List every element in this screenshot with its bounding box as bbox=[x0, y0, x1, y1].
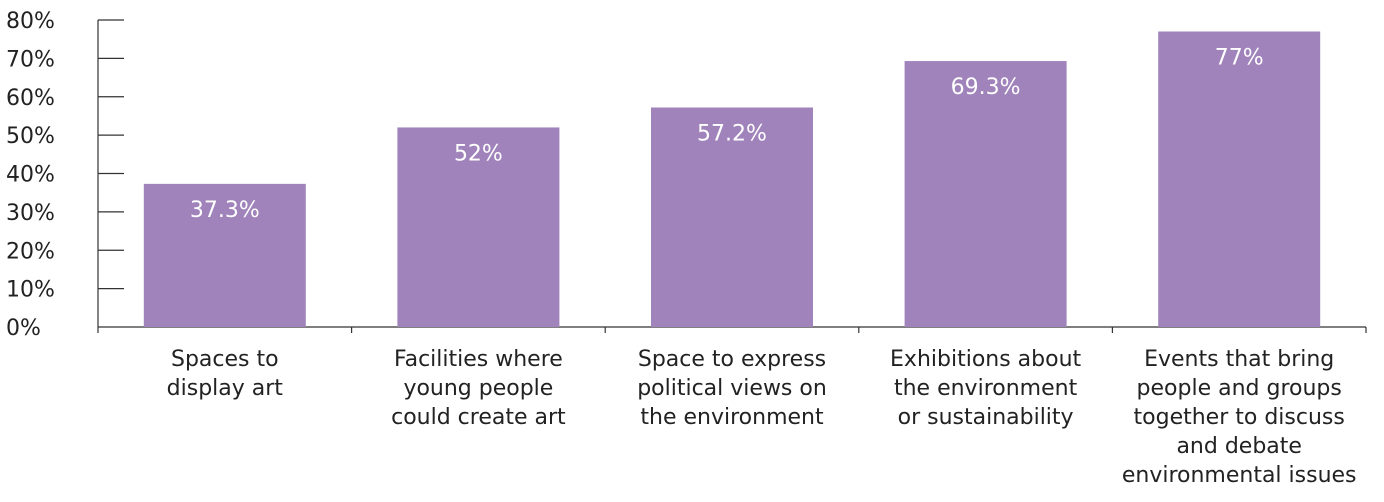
bar bbox=[1158, 31, 1321, 327]
data-label: 52% bbox=[454, 141, 503, 166]
category-label-line: Spaces to bbox=[171, 347, 279, 372]
y-tick-label: 30% bbox=[6, 201, 55, 226]
category-label: Facilities where young people could create… bbox=[391, 347, 566, 430]
bar bbox=[904, 61, 1067, 327]
y-axis: 0% 10% 20% 30% 40% 50% 60% 70% 80% bbox=[6, 9, 124, 341]
y-tick-label: 80% bbox=[6, 9, 55, 34]
category-label-line: display art bbox=[167, 376, 284, 401]
category-label-line: Events that bring bbox=[1144, 347, 1334, 372]
data-label: 37.3% bbox=[190, 198, 260, 223]
y-tick-label: 0% bbox=[6, 316, 41, 341]
y-tick-label: 70% bbox=[6, 47, 55, 72]
y-tick-label: 20% bbox=[6, 239, 55, 264]
x-axis bbox=[97, 326, 1367, 333]
category-label-line: environmental issues bbox=[1122, 463, 1357, 488]
y-tick-label: 50% bbox=[6, 124, 55, 149]
bar bbox=[651, 107, 813, 328]
bars-group bbox=[143, 31, 1321, 328]
data-label: 77% bbox=[1215, 46, 1264, 71]
category-label-line: people and groups bbox=[1137, 376, 1342, 401]
category-label: Events that bring people and groups togeth… bbox=[1122, 347, 1357, 488]
category-label-line: and debate bbox=[1176, 434, 1302, 459]
y-tick-label: 40% bbox=[6, 163, 55, 188]
category-label-line: the environment bbox=[640, 405, 824, 430]
category-label-line: young people bbox=[403, 376, 553, 401]
category-label-line: the environment bbox=[894, 376, 1078, 401]
category-label-line: Space to express bbox=[638, 347, 826, 372]
y-tick-label: 10% bbox=[6, 278, 55, 303]
category-labels-group: Spaces to display art Facilities where youn… bbox=[167, 347, 1357, 488]
data-label: 69.3% bbox=[951, 75, 1021, 100]
category-label: Exhibitions about the environment or susta… bbox=[890, 347, 1081, 430]
category-label-line: Facilities where bbox=[394, 347, 563, 372]
category-label-line: could create art bbox=[391, 405, 566, 430]
category-label-line: together to discuss bbox=[1134, 405, 1345, 430]
category-label-line: political views on bbox=[637, 376, 827, 401]
category-label-line: Exhibitions about bbox=[890, 347, 1081, 372]
bar bbox=[143, 183, 306, 327]
bar bbox=[397, 127, 560, 327]
y-tick-label: 60% bbox=[6, 86, 55, 111]
category-label: Space to express political views on the en… bbox=[637, 347, 827, 430]
data-labels-group: 37.3% 52% 57.2% 69.3% 77% bbox=[190, 46, 1264, 223]
category-label: Spaces to display art bbox=[167, 347, 284, 401]
data-label: 57.2% bbox=[697, 121, 767, 146]
category-label-line: or sustainability bbox=[898, 405, 1074, 430]
